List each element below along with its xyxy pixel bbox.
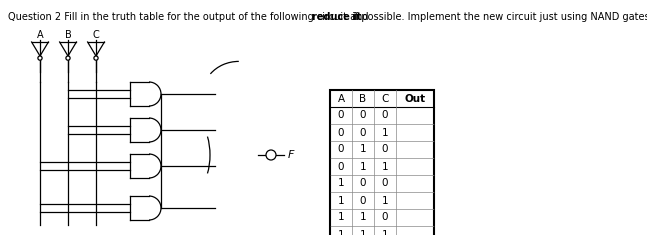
Text: 1: 1 — [338, 196, 344, 205]
Circle shape — [94, 56, 98, 60]
Text: 1: 1 — [360, 161, 366, 172]
Text: 0: 0 — [382, 110, 388, 121]
Text: C: C — [381, 94, 389, 103]
Text: 1: 1 — [360, 230, 366, 235]
Text: C: C — [93, 30, 100, 40]
Text: if possible. Implement the new circuit just using NAND gates.: if possible. Implement the new circuit j… — [349, 12, 647, 22]
Text: 1: 1 — [360, 212, 366, 223]
Text: 1: 1 — [382, 196, 388, 205]
Text: 1: 1 — [360, 145, 366, 154]
Bar — [330, 90, 434, 235]
Text: 1: 1 — [382, 230, 388, 235]
Circle shape — [66, 56, 70, 60]
Text: 0: 0 — [382, 145, 388, 154]
Text: A: A — [37, 30, 43, 40]
Text: 1: 1 — [338, 230, 344, 235]
Text: 0: 0 — [382, 179, 388, 188]
Text: Question 2 Fill in the truth table for the output of the following circuit and: Question 2 Fill in the truth table for t… — [8, 12, 371, 22]
Text: 0: 0 — [338, 145, 344, 154]
Text: F: F — [288, 150, 294, 160]
Text: 0: 0 — [382, 212, 388, 223]
Text: 1: 1 — [338, 212, 344, 223]
Text: 1: 1 — [382, 128, 388, 137]
Text: reduce it: reduce it — [312, 12, 362, 22]
Text: Out: Out — [404, 94, 426, 103]
Text: B: B — [65, 30, 71, 40]
Text: 0: 0 — [360, 128, 366, 137]
Text: 0: 0 — [360, 110, 366, 121]
Circle shape — [38, 56, 42, 60]
Text: 1: 1 — [382, 161, 388, 172]
Text: B: B — [360, 94, 367, 103]
Text: 0: 0 — [338, 161, 344, 172]
Text: 1: 1 — [338, 179, 344, 188]
Text: 0: 0 — [338, 128, 344, 137]
Text: A: A — [338, 94, 345, 103]
Circle shape — [266, 150, 276, 160]
Text: 0: 0 — [360, 196, 366, 205]
Text: 0: 0 — [338, 110, 344, 121]
Text: 0: 0 — [360, 179, 366, 188]
